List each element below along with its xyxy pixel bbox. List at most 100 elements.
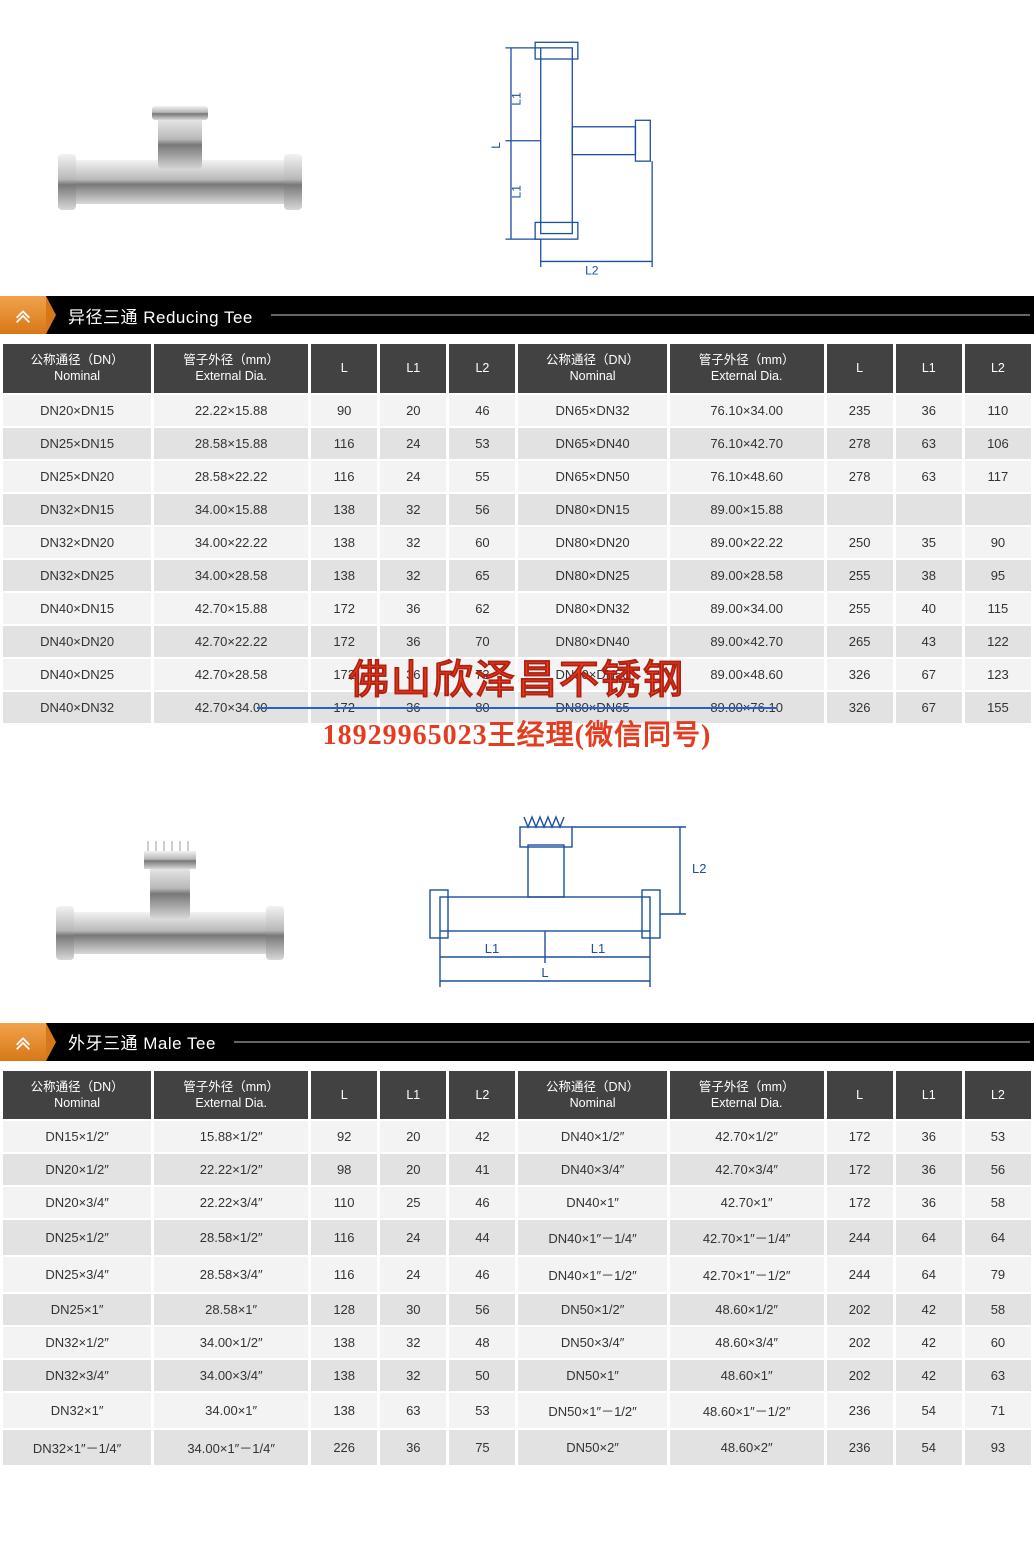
- table-cell: DN20×DN15: [3, 395, 151, 426]
- table-cell: DN20×1/2″: [3, 1154, 151, 1185]
- table-row: DN25×1″28.58×1″1283056DN50×1/2″48.60×1/2…: [3, 1294, 1031, 1325]
- table-cell: 128: [311, 1294, 377, 1325]
- table-cell: 28.58×3/4″: [154, 1257, 308, 1292]
- table-cell: 172: [827, 1154, 893, 1185]
- table-cell: 38: [896, 560, 962, 591]
- table-cell: 236: [827, 1430, 893, 1465]
- table-cell: 244: [827, 1257, 893, 1292]
- drawing-label-l: L: [489, 142, 503, 149]
- table-row: DN40×DN1542.70×15.881723662DN80×DN3289.0…: [3, 593, 1031, 624]
- table-cell: 42: [896, 1327, 962, 1358]
- chevron-icon: [0, 1023, 46, 1061]
- table-cell: 76.10×34.00: [670, 395, 824, 426]
- table-header: 公称通径（DN）Nominal: [3, 1071, 151, 1120]
- table-cell: 64: [896, 1220, 962, 1255]
- table-cell: DN25×1/2″: [3, 1220, 151, 1255]
- table-cell: 34.00×28.58: [154, 560, 308, 591]
- table-row: DN15×1/2″15.88×1/2″922042DN40×1/2″42.70×…: [3, 1121, 1031, 1152]
- table-cell: 138: [311, 1360, 377, 1391]
- table-row: DN20×3/4″22.22×3/4″1102546DN40×1″42.70×1…: [3, 1187, 1031, 1218]
- table-cell: DN50×3/4″: [518, 1327, 666, 1358]
- table-cell: 172: [311, 692, 377, 723]
- table-row: DN40×DN2542.70×28.581723673DN80×DN5089.0…: [3, 659, 1031, 690]
- table-row: DN40×DN2042.70×22.221723670DN80×DN4089.0…: [3, 626, 1031, 657]
- table-cell: 236: [827, 1393, 893, 1428]
- table-cell: DN65×DN50: [518, 461, 666, 492]
- table-cell: 64: [965, 1220, 1031, 1255]
- table-cell: 46: [449, 1187, 515, 1218]
- table-cell: 42.70×28.58: [154, 659, 308, 690]
- table-cell: 53: [449, 428, 515, 459]
- table-header: 管子外径（mm）External Dia.: [154, 1071, 308, 1120]
- table-cell: 55: [449, 461, 515, 492]
- header-separator: [234, 1041, 1030, 1043]
- table-cell: 250: [827, 527, 893, 558]
- table-cell: 202: [827, 1360, 893, 1391]
- table-cell: DN80×DN65: [518, 692, 666, 723]
- table-cell: 93: [965, 1430, 1031, 1465]
- table-row: DN32×DN1534.00×15.881383256DN80×DN1589.0…: [3, 494, 1031, 525]
- table-cell: 76.10×42.70: [670, 428, 824, 459]
- table-cell: 32: [380, 1360, 446, 1391]
- table-cell: 278: [827, 461, 893, 492]
- table-cell: DN40×1″－1/4″: [518, 1220, 666, 1255]
- table-cell: 22.22×15.88: [154, 395, 308, 426]
- table-cell: DN32×1″: [3, 1393, 151, 1428]
- table-cell: 32: [380, 494, 446, 525]
- drawing2-label-l: L: [541, 965, 548, 980]
- table-cell: 326: [827, 659, 893, 690]
- table-cell: 60: [449, 527, 515, 558]
- table-header: L1: [380, 1071, 446, 1120]
- table-cell: 46: [449, 1257, 515, 1292]
- table-cell: 89.00×28.58: [670, 560, 824, 591]
- table-cell: 89.00×48.60: [670, 659, 824, 690]
- table-cell: 79: [965, 1257, 1031, 1292]
- table-cell: 244: [827, 1220, 893, 1255]
- table-cell: 92: [311, 1121, 377, 1152]
- table-cell: DN32×DN20: [3, 527, 151, 558]
- table-cell: 110: [311, 1187, 377, 1218]
- table-cell: 24: [380, 461, 446, 492]
- table-cell: 117: [965, 461, 1031, 492]
- table-cell: 42.70×1″－1/4″: [670, 1220, 824, 1255]
- table-cell: DN50×2″: [518, 1430, 666, 1465]
- table-cell: DN65×DN40: [518, 428, 666, 459]
- table-cell: 155: [965, 692, 1031, 723]
- table-cell: DN40×DN15: [3, 593, 151, 624]
- table-cell: 71: [965, 1393, 1031, 1428]
- table-cell: 60: [965, 1327, 1031, 1358]
- table-cell: 278: [827, 428, 893, 459]
- table-cell: DN80×DN25: [518, 560, 666, 591]
- table-cell: DN25×1″: [3, 1294, 151, 1325]
- table-cell: 89.00×15.88: [670, 494, 824, 525]
- table-cell: 255: [827, 560, 893, 591]
- table-cell: 36: [380, 692, 446, 723]
- table-cell: 265: [827, 626, 893, 657]
- table-cell: 48.60×3/4″: [670, 1327, 824, 1358]
- table-cell: DN25×3/4″: [3, 1257, 151, 1292]
- table-cell: 42.70×1″: [670, 1187, 824, 1218]
- table-cell: 36: [896, 1154, 962, 1185]
- table-cell: DN50×1″: [518, 1360, 666, 1391]
- table-cell: 34.00×3/4″: [154, 1360, 308, 1391]
- table-cell: 80: [449, 692, 515, 723]
- table-cell: DN25×DN20: [3, 461, 151, 492]
- table-cell: 40: [896, 593, 962, 624]
- table-cell: 25: [380, 1187, 446, 1218]
- table-row: DN32×DN2534.00×28.581383265DN80×DN2589.0…: [3, 560, 1031, 591]
- table-cell: 28.58×15.88: [154, 428, 308, 459]
- table-cell: 58: [965, 1294, 1031, 1325]
- table-cell: 54: [896, 1430, 962, 1465]
- table-row: DN32×3/4″34.00×3/4″1383250DN50×1″48.60×1…: [3, 1360, 1031, 1391]
- table-cell: DN32×DN25: [3, 560, 151, 591]
- table-cell: 106: [965, 428, 1031, 459]
- table-cell: 75: [449, 1430, 515, 1465]
- table-cell: 53: [965, 1121, 1031, 1152]
- table-header: 公称通径（DN）Nominal: [518, 1071, 666, 1120]
- table-row: DN25×3/4″28.58×3/4″1162446DN40×1″－1/2″42…: [3, 1257, 1031, 1292]
- table-row: DN25×DN1528.58×15.881162453DN65×DN4076.1…: [3, 428, 1031, 459]
- table-cell: 98: [311, 1154, 377, 1185]
- table-cell: 48.60×1/2″: [670, 1294, 824, 1325]
- section-title: 外牙三通 Male Tee: [46, 1029, 216, 1054]
- table-cell: [965, 494, 1031, 525]
